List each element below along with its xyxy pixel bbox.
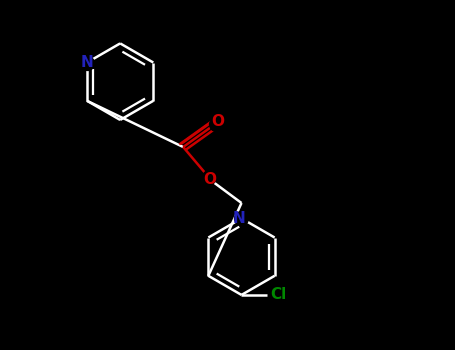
Text: Cl: Cl <box>271 287 287 302</box>
Text: N: N <box>233 211 246 226</box>
Text: O: O <box>203 172 216 187</box>
Text: N: N <box>81 55 93 70</box>
Text: O: O <box>212 114 225 129</box>
